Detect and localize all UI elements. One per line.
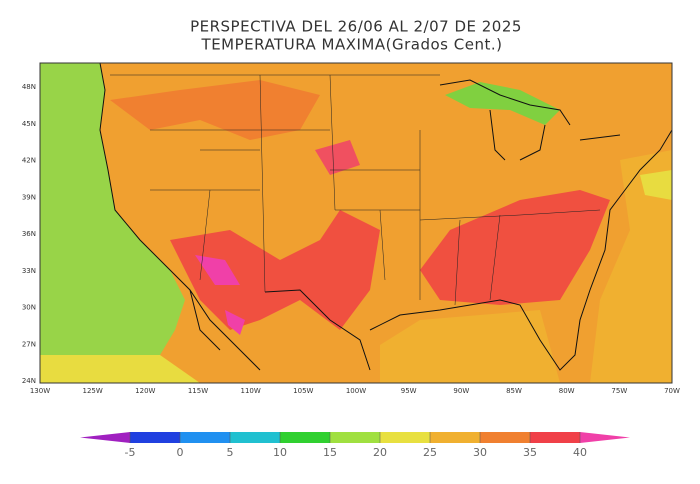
colorbar-label: 40 [573,446,587,459]
lat-label: 42N [22,157,36,165]
pacific [40,63,185,360]
colorbar-label: 30 [473,446,487,459]
lon-label: 100W [346,387,366,395]
colorbar-segment [480,432,530,443]
lon-label: 75W [611,387,627,395]
colorbar-high [580,432,630,443]
lat-label: 27N [22,340,36,348]
title: PERSPECTIVA DEL 26/06 AL 2/07 DE 2025 [190,18,522,36]
lon-label: 115W [188,387,208,395]
hot-southwest [170,210,380,330]
hot-north [110,80,320,140]
lat-label: 30N [22,304,36,312]
lat-label: 45N [22,120,36,128]
lon-label: 120W [135,387,155,395]
lon-label: 130W [30,387,50,395]
colorbar-label: 10 [273,446,287,459]
colorbar-segment [230,432,280,443]
colorbar-segment [430,432,480,443]
very-hot [195,255,245,335]
lon-label: 110W [241,387,261,395]
colorbar-segment [330,432,380,443]
lat-label: 39N [22,193,36,201]
pacific-south [40,355,200,383]
colorbar-label: 5 [227,446,234,459]
lat-label: 48N [22,83,36,91]
atlantic [590,150,672,383]
colorbar-label: -5 [125,446,136,459]
lon-label: 80W [559,387,575,395]
colorbar-segment [530,432,580,443]
colorbar-label: 35 [523,446,537,459]
lat-label: 33N [22,267,36,275]
lon-label: 105W [293,387,313,395]
lat-label: 36N [22,230,36,238]
colorbar-segment [380,432,430,443]
colorbar-label: 20 [373,446,387,459]
hot-plains [315,140,360,175]
colorbar-low [80,432,130,443]
map [39,62,673,384]
lat-label: 24N [22,377,36,385]
lakes-region [445,82,560,125]
subtitle: TEMPERATURA MAXIMA(Grados Cent.) [201,36,503,54]
lon-label: 85W [506,387,522,395]
lon-label: 125W [83,387,103,395]
lon-label: 95W [401,387,417,395]
hot-southeast [420,190,610,305]
colorbar-segment [180,432,230,443]
colorbar-label: 0 [177,446,184,459]
lon-label: 90W [453,387,469,395]
lon-label: 70W [664,387,680,395]
gulf [380,310,560,383]
map-frame [39,62,673,384]
cool-northeast [640,170,672,200]
colorbar-label: 25 [423,446,437,459]
colorbar-segment [280,432,330,443]
colorbar-label: 15 [323,446,337,459]
colorbar-segment [130,432,180,443]
